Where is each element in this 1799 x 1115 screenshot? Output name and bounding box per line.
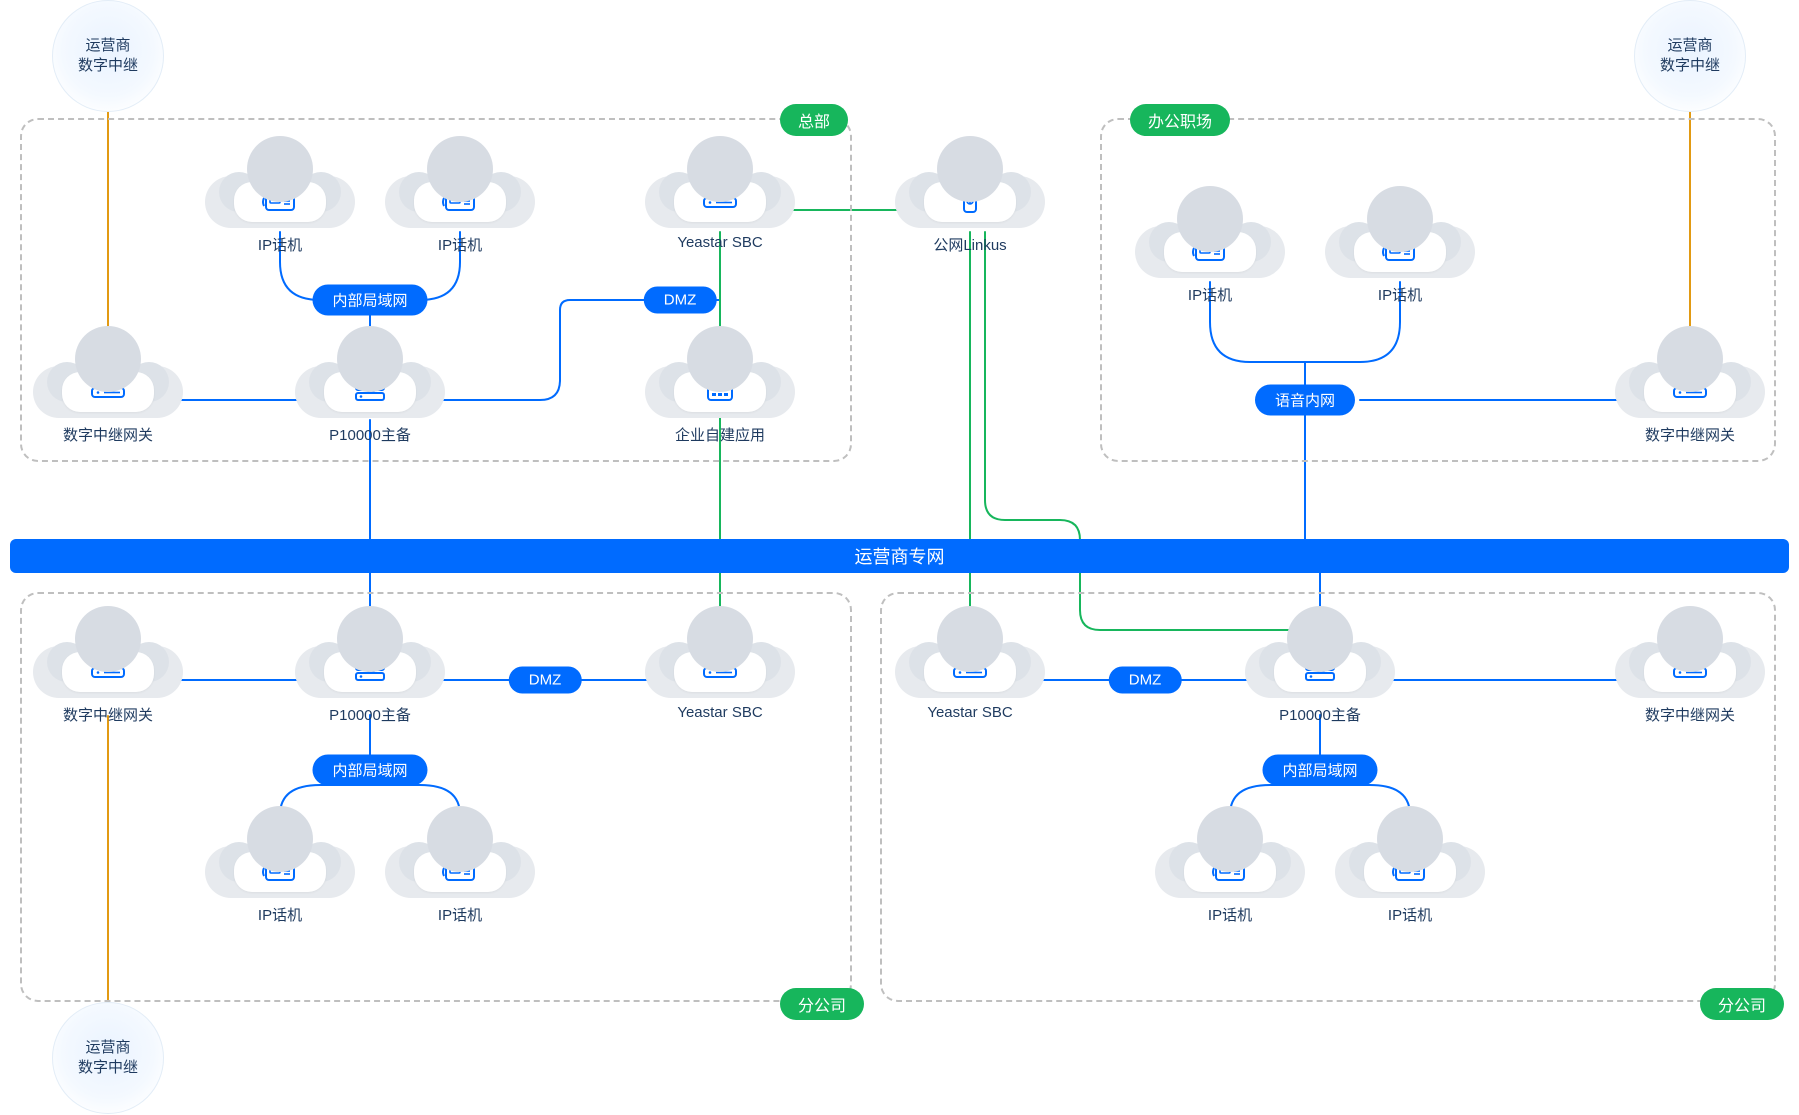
cloud-icon [385, 820, 535, 898]
gateway-icon [62, 652, 154, 692]
sbc-icon [674, 182, 766, 222]
node-label: Yeastar SBC [645, 704, 795, 721]
node-label: IP话机 [385, 904, 535, 925]
node-hq-phone1: IP话机 [205, 150, 355, 255]
region-tag-office: 办公职场 [1130, 104, 1230, 136]
node-of-phone1: IP话机 [1135, 200, 1285, 305]
node-br-sbc: Yeastar SBC [895, 620, 1045, 721]
region-tag-branchL: 分公司 [780, 988, 864, 1020]
node-bl-phone2: IP话机 [385, 820, 535, 925]
node-label: 数字中继网关 [1615, 424, 1765, 445]
badge-lan-hq: 内部局域网 [312, 285, 427, 316]
phone-icon [414, 182, 506, 222]
cloud-icon [295, 620, 445, 698]
cloud-icon [1135, 200, 1285, 278]
gateway-icon [62, 372, 154, 412]
cloud-icon [295, 340, 445, 418]
badge-lan-bl: 内部局域网 [312, 755, 427, 786]
node-of-gw: 数字中继网关 [1615, 340, 1765, 445]
node-linkus: 公网Linkus [895, 150, 1045, 255]
phone-icon [1364, 852, 1456, 892]
node-label: 数字中继网关 [33, 704, 183, 725]
node-label: Yeastar SBC [645, 234, 795, 251]
cloud-icon [205, 150, 355, 228]
trunk-tr: 运营商数字中继 [1634, 0, 1746, 112]
cloud-icon [1335, 820, 1485, 898]
node-label: P10000主备 [295, 704, 445, 725]
node-label: IP话机 [1335, 904, 1485, 925]
node-hq-pbx: P10000主备 [295, 340, 445, 445]
node-label: 数字中继网关 [33, 424, 183, 445]
cloud-icon [33, 340, 183, 418]
trunk-tl: 运营商数字中继 [52, 0, 164, 112]
cloud-icon [645, 150, 795, 228]
cloud-icon [645, 340, 795, 418]
node-hq-app: 企业自建应用 [645, 340, 795, 445]
node-bl-pbx: P10000主备 [295, 620, 445, 725]
node-br-phone2: IP话机 [1335, 820, 1485, 925]
phone-icon [1164, 232, 1256, 272]
cloud-icon [1155, 820, 1305, 898]
gateway-icon [1644, 372, 1736, 412]
node-br-phone1: IP话机 [1155, 820, 1305, 925]
node-hq-gw: 数字中继网关 [33, 340, 183, 445]
trunk-bl: 运营商数字中继 [52, 1002, 164, 1114]
node-br-pbx: P10000主备 [1245, 620, 1395, 725]
node-label: IP话机 [1155, 904, 1305, 925]
diagram-stage: 运营商专网 总部办公职场分公司分公司 运营商数字中继运营商数字中继运营商数字中继… [0, 0, 1799, 1115]
node-label: P10000主备 [295, 424, 445, 445]
badge-lan-of: 语音内网 [1255, 385, 1355, 416]
node-bl-gw: 数字中继网关 [33, 620, 183, 725]
node-label: IP话机 [205, 234, 355, 255]
server-icon [1274, 652, 1366, 692]
sbc-icon [924, 652, 1016, 692]
cloud-icon [33, 620, 183, 698]
node-label: IP话机 [1135, 284, 1285, 305]
badge-dmz-hq: DMZ [644, 287, 717, 314]
badge-dmz-bl: DMZ [509, 667, 582, 694]
node-label: P10000主备 [1245, 704, 1395, 725]
cloud-icon [1245, 620, 1395, 698]
cloud-icon [895, 150, 1045, 228]
phone-icon [1184, 852, 1276, 892]
sbc-icon [674, 652, 766, 692]
cloud-icon [1615, 620, 1765, 698]
carrier-backbone-bar: 运营商专网 [10, 539, 1789, 573]
node-label: 数字中继网关 [1615, 704, 1765, 725]
phone-icon [234, 852, 326, 892]
server-icon [324, 372, 416, 412]
cloud-icon [1325, 200, 1475, 278]
app-icon [674, 372, 766, 412]
linkus-icon [924, 182, 1016, 222]
node-of-phone2: IP话机 [1325, 200, 1475, 305]
cloud-icon [895, 620, 1045, 698]
region-tag-branchR: 分公司 [1700, 988, 1784, 1020]
server-icon [324, 652, 416, 692]
phone-icon [414, 852, 506, 892]
node-label: IP话机 [205, 904, 355, 925]
badge-lan-br: 内部局域网 [1262, 755, 1377, 786]
node-label: 企业自建应用 [645, 424, 795, 445]
region-tag-hq: 总部 [780, 104, 848, 136]
badge-dmz-br: DMZ [1109, 667, 1182, 694]
node-label: IP话机 [1325, 284, 1475, 305]
phone-icon [1354, 232, 1446, 272]
node-label: 公网Linkus [895, 234, 1045, 255]
cloud-icon [205, 820, 355, 898]
node-bl-phone1: IP话机 [205, 820, 355, 925]
node-label: Yeastar SBC [895, 704, 1045, 721]
cloud-icon [385, 150, 535, 228]
cloud-icon [645, 620, 795, 698]
phone-icon [234, 182, 326, 222]
node-bl-sbc: Yeastar SBC [645, 620, 795, 721]
gateway-icon [1644, 652, 1736, 692]
node-hq-phone2: IP话机 [385, 150, 535, 255]
cloud-icon [1615, 340, 1765, 418]
node-hq-sbc: Yeastar SBC [645, 150, 795, 251]
node-label: IP话机 [385, 234, 535, 255]
node-br-gw: 数字中继网关 [1615, 620, 1765, 725]
